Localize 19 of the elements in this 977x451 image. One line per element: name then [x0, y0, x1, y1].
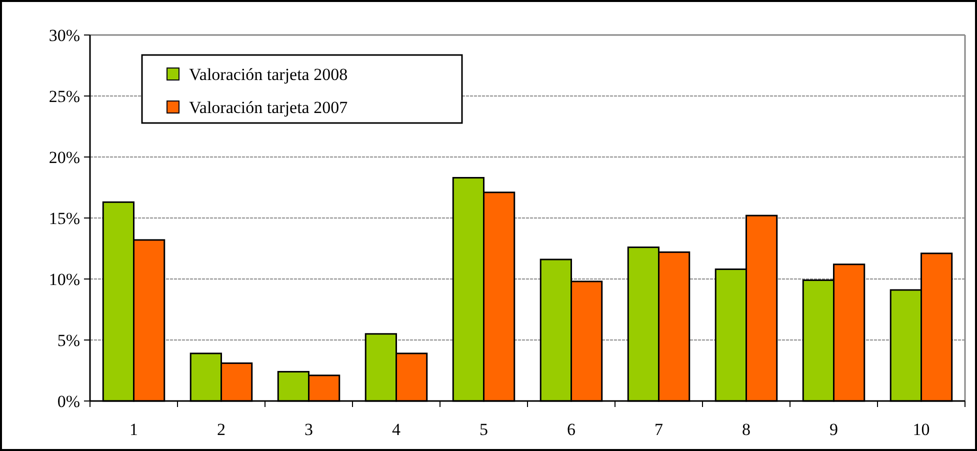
x-tick-label: 10 [912, 420, 930, 439]
legend-label: Valoración tarjeta 2007 [189, 98, 348, 117]
x-tick-label: 9 [830, 420, 838, 439]
x-tick-label: 7 [654, 420, 664, 439]
x-tick-label: 4 [392, 420, 401, 439]
y-tick-label: 15% [48, 208, 80, 228]
x-tick-label: 2 [217, 420, 226, 439]
y-tick-label: 5% [57, 330, 80, 350]
x-tick-label: 8 [742, 420, 750, 439]
y-tick-label: 20% [48, 148, 80, 167]
y-tick-label: 10% [48, 270, 80, 289]
y-tick-label: 25% [48, 86, 80, 106]
y-tick-label: 0% [57, 392, 80, 411]
x-tick-label: 6 [567, 420, 576, 439]
legend-label: Valoración tarjeta 2008 [189, 64, 348, 84]
x-tick-label: 1 [130, 420, 138, 439]
x-tick-label: 3 [304, 420, 313, 439]
x-tick-label: 5 [480, 420, 488, 439]
y-tick-label: 30% [48, 26, 80, 45]
